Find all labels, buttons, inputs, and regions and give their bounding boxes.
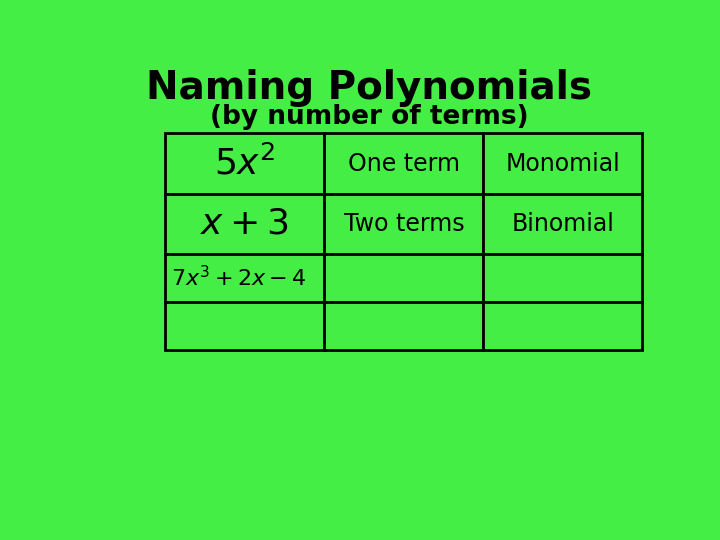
- Text: $7x^3+2x-4$: $7x^3+2x-4$: [171, 265, 307, 291]
- Bar: [324, 133, 483, 194]
- Bar: [483, 302, 642, 349]
- Bar: [166, 254, 324, 302]
- Text: Monomial: Monomial: [505, 152, 621, 176]
- Bar: [324, 254, 483, 302]
- Bar: [324, 302, 483, 349]
- Bar: [483, 133, 642, 194]
- Text: Binomial: Binomial: [511, 212, 614, 236]
- Bar: [166, 302, 324, 349]
- Bar: [166, 194, 324, 254]
- Bar: [166, 133, 324, 194]
- Text: $5x^2$: $5x^2$: [214, 145, 276, 181]
- Text: Two terms: Two terms: [343, 212, 464, 236]
- Text: (by number of terms): (by number of terms): [210, 104, 528, 130]
- Text: Naming Polynomials: Naming Polynomials: [146, 69, 592, 107]
- Text: One term: One term: [348, 152, 460, 176]
- Bar: [483, 194, 642, 254]
- Bar: [483, 254, 642, 302]
- Text: $x+3$: $x+3$: [200, 207, 289, 241]
- Bar: [324, 194, 483, 254]
